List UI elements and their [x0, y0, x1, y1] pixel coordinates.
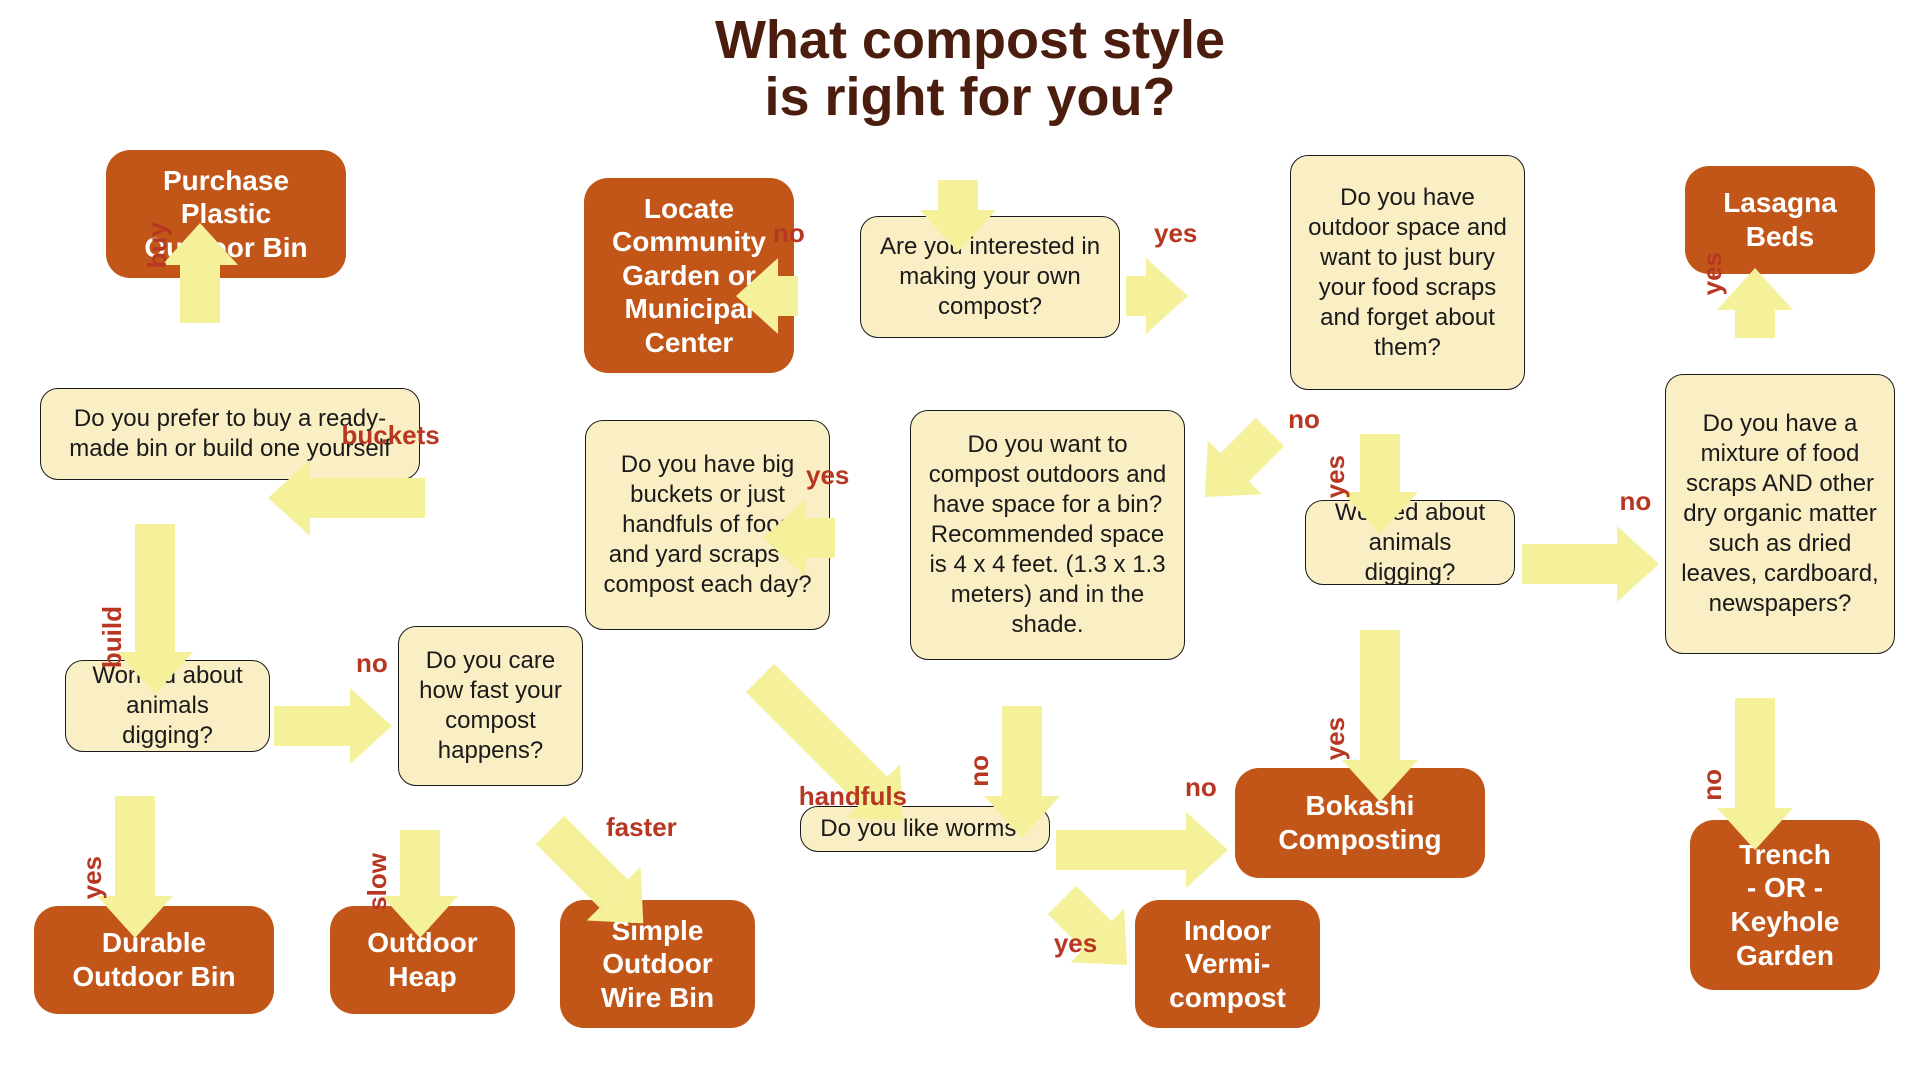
arrow-label-a11: no: [1185, 772, 1217, 803]
arrow-a19: [382, 830, 458, 938]
arrow-label-a13: handfuls: [799, 781, 907, 812]
arrow-a7: [1717, 268, 1793, 338]
arrow-a14: [268, 460, 425, 536]
arrow-a4: [1342, 434, 1418, 534]
arrow-a3: [1178, 405, 1297, 524]
arrow-label-a9: yes: [806, 460, 849, 491]
arrow-a9: [763, 500, 835, 576]
arrow-label-a1: no: [773, 218, 805, 249]
flowchart-stage: What compost style is right for you?Are …: [0, 0, 1920, 1080]
arrow-label-a15: buy: [142, 222, 173, 268]
arrow-a16: [117, 524, 193, 694]
page-title: What compost style is right for you?: [590, 12, 1350, 125]
arrow-label-a12: yes: [1054, 928, 1097, 959]
arrow-label-a20: faster: [606, 812, 677, 843]
arrow-label-a2: yes: [1154, 218, 1197, 249]
arrow-label-a10: no: [964, 755, 995, 787]
arrow-label-a16: build: [97, 606, 128, 668]
arrow-a1: [736, 258, 798, 334]
arrow-a2: [1126, 258, 1188, 334]
question-q2: Do you have outdoor space and want to ju…: [1290, 155, 1525, 390]
arrow-label-a3: no: [1288, 404, 1320, 435]
arrow-a6: [1342, 630, 1418, 802]
arrow-label-a7: yes: [1697, 252, 1728, 295]
arrow-label-a19: slow: [362, 853, 393, 911]
arrow-a11: [1056, 812, 1228, 888]
arrow-label-a8: no: [1697, 769, 1728, 801]
arrow-label-a14: buckets: [342, 420, 440, 451]
arrow-a15: [162, 223, 238, 323]
arrow-a5: [1522, 526, 1659, 602]
arrow-a0: [920, 180, 996, 252]
arrow-label-a4: yes: [1320, 455, 1351, 498]
arrow-a10: [984, 706, 1060, 838]
arrow-label-a17: no: [356, 648, 388, 679]
arrow-label-a6: yes: [1320, 717, 1351, 760]
arrow-a8: [1717, 698, 1793, 850]
result-r5: Indoor Vermi- compost: [1135, 900, 1320, 1028]
question-q10: Do you care how fast your compost happen…: [398, 626, 583, 786]
question-q5: Do you want to compost outdoors and have…: [910, 410, 1185, 660]
question-q4: Do you have a mixture of food scraps AND…: [1665, 374, 1895, 654]
arrow-label-a18: yes: [77, 856, 108, 899]
arrow-a18: [97, 796, 173, 938]
arrow-a17: [274, 688, 392, 764]
arrow-label-a5: no: [1620, 486, 1652, 517]
